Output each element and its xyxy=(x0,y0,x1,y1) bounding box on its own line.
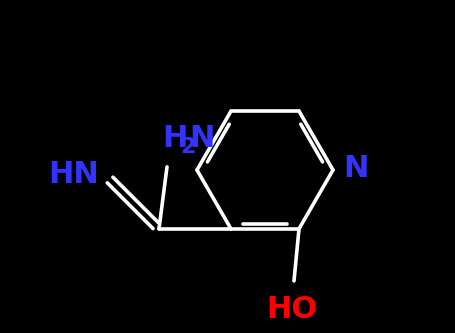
Text: H: H xyxy=(162,124,187,153)
Text: 2: 2 xyxy=(180,137,195,157)
Text: N: N xyxy=(188,124,214,153)
Text: N: N xyxy=(342,155,368,183)
Text: HN: HN xyxy=(48,161,99,189)
Text: HO: HO xyxy=(266,295,317,324)
